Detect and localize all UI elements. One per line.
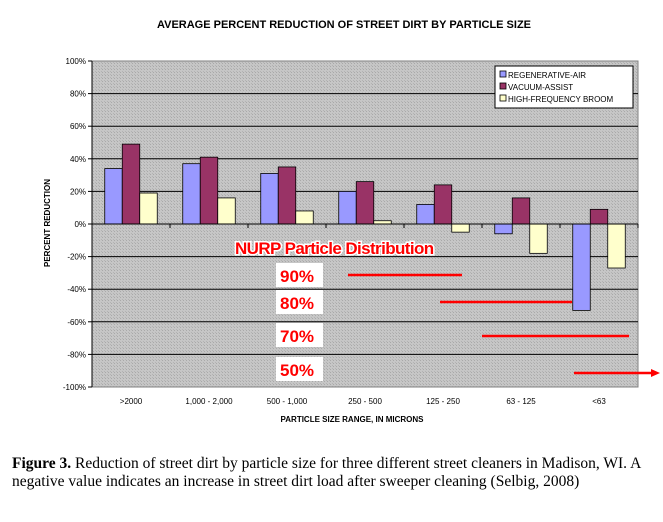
x-tick-label: 250 - 500 [348,397,382,406]
bar [589,208,609,225]
legend: REGENERATIVE-AIR VACUUM-ASSIST HIGH-FREQUE… [494,65,634,109]
y-tick-label: 20% [70,187,86,196]
chart: AVERAGE PERCENT REDUCTION OF STREET DIRT… [43,19,660,424]
bar [416,204,435,225]
y-tick-label: 0% [74,220,86,229]
bar [338,190,357,225]
x-tick-label: 1,000 - 2,000 [185,397,233,406]
annotation-label: 90% [280,267,314,286]
annotation-label: 50% [280,361,314,380]
annotation-label: 70% [280,327,314,346]
bar [295,210,314,225]
bar [494,223,513,235]
annotation-label-bg [276,357,323,381]
y-axis-label: PERCENT REDUCTION [43,179,52,267]
legend-swatch [499,94,507,102]
y-tick-label: -20% [67,253,86,262]
annotation-label-bg [276,323,323,347]
y-tick-label: -80% [67,350,86,359]
y-tick-label: -100% [63,383,86,392]
annotation-title: NURP Particle Distribution [235,239,434,258]
bar [451,223,470,233]
legend-label: REGENERATIVE-AIR [508,71,586,80]
bar [572,223,591,311]
y-tick-label: -60% [67,318,86,327]
bar [355,181,375,225]
y-tick-label: 40% [70,155,86,164]
nurp-annotation: NURP Particle Distribution 90% 80% 70% 50% [234,238,660,381]
annotation-label-bg [276,290,323,314]
annotation-label-bg [276,263,323,287]
bar [277,166,297,225]
y-tick-label: 60% [70,122,86,131]
bar [199,156,219,225]
y-tick-label: 100% [66,57,86,66]
bar [433,184,453,225]
legend-label: HIGH-FREQUENCY BROOM [508,95,614,104]
x-tick-label: 125 - 250 [426,397,460,406]
bar [607,223,626,269]
bar [182,163,201,225]
y-tick-label: 80% [70,90,86,99]
x-tick-label: 63 - 125 [506,397,536,406]
caption-text: Reduction of street dirt by particle siz… [12,455,641,490]
bar [139,192,158,225]
legend-swatch [499,82,507,90]
bar [104,168,123,225]
legend-box [494,65,634,109]
caption-label: Figure 3. [12,455,72,472]
bar [260,173,279,225]
bar [511,197,531,225]
bar [529,223,548,254]
x-tick-label: >2000 [120,397,143,406]
figure-caption: Figure 3. Reduction of street dirt by pa… [12,455,652,491]
bar [121,143,141,225]
annotation-label: 80% [280,294,314,313]
chart-title: AVERAGE PERCENT REDUCTION OF STREET DIRT… [157,19,531,31]
annotation-arrowhead [651,369,660,377]
legend-swatch [499,70,507,78]
x-axis-label: PARTICLE SIZE RANGE, IN MICRONS [281,415,425,424]
y-tick-label: -40% [67,285,86,294]
bar [217,197,236,225]
x-tick-label: <63 [592,397,606,406]
legend-label: VACUUM-ASSIST [508,83,573,92]
x-tick-label: 500 - 1,000 [267,397,308,406]
